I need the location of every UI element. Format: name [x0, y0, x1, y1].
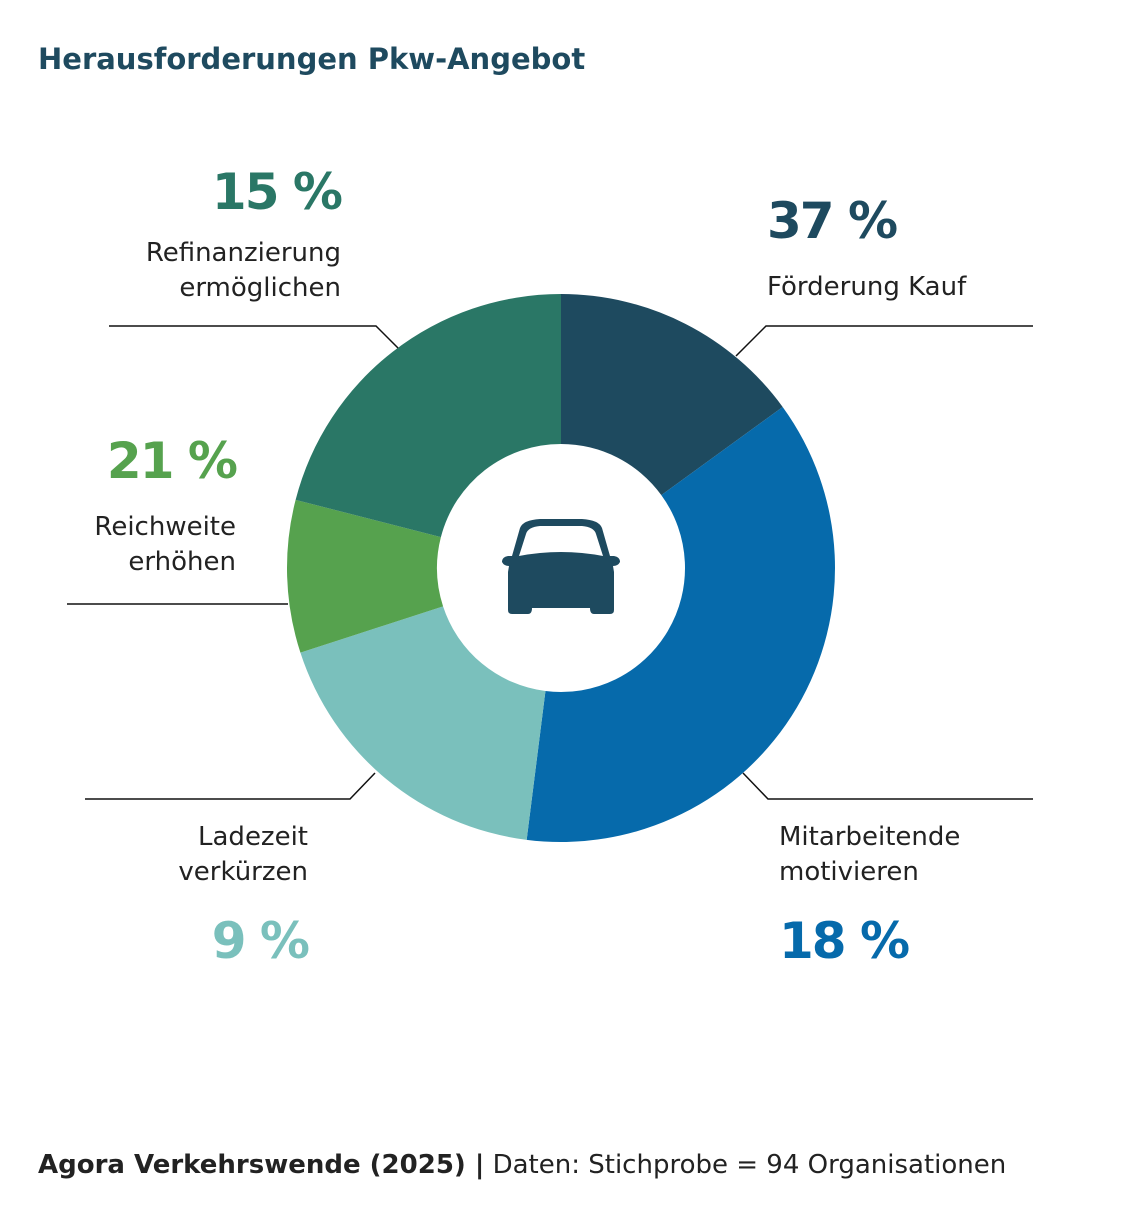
- label-mitarbeitende: Mitarbeitende motivieren: [779, 820, 960, 890]
- footer-note: Daten: Stichprobe = 94 Organisationen: [484, 1150, 1007, 1180]
- chart-title: Herausforderungen Pkw-Angebot: [38, 42, 586, 76]
- label-foerderung: Förderung Kauf: [767, 272, 967, 302]
- pct-refinanzierung: 15 %: [211, 163, 343, 221]
- donut-slice-0: [561, 294, 783, 496]
- label-refinanzierung: Refinanzierung ermöglichen: [146, 236, 341, 306]
- label-ladezeit: Ladezeit verkürzen: [178, 820, 308, 890]
- donut-slice-2: [300, 606, 546, 840]
- footer-source: Agora Verkehrswende (2025) |: [38, 1150, 485, 1180]
- leader-lines: [67, 325, 1033, 800]
- pct-mitarbeitende: 18 %: [779, 912, 910, 970]
- label-line2: motivieren: [779, 857, 919, 887]
- label-line2: erhöhen: [128, 547, 236, 577]
- pct-reichweite: 21 %: [106, 432, 238, 490]
- leader-line-mitarbeitende: [742, 772, 1033, 800]
- label-line2: ermöglichen: [179, 273, 341, 303]
- label-line1: Ladezeit: [198, 822, 308, 852]
- donut-slice-3: [287, 499, 444, 653]
- pct-foerderung: 37 %: [767, 192, 898, 250]
- label-line2: verkürzen: [178, 857, 308, 887]
- label-reichweite: Reichweite erhöhen: [94, 510, 236, 580]
- donut-slice-4: [295, 294, 561, 538]
- leader-line-foerderung: [735, 325, 1033, 357]
- label-line1: Reichweite: [94, 512, 236, 542]
- donut-slice-1: [526, 406, 835, 842]
- pct-ladezeit: 9 %: [211, 912, 310, 970]
- car-icon: [502, 519, 620, 614]
- footer: Agora Verkehrswende (2025) | Daten: Stic…: [38, 1150, 1006, 1180]
- leader-line-ladezeit: [85, 772, 376, 800]
- leader-line-refinanzierung: [109, 325, 399, 349]
- label-line1: Mitarbeitende: [779, 822, 961, 852]
- label-line1: Refinanzierung: [145, 238, 341, 268]
